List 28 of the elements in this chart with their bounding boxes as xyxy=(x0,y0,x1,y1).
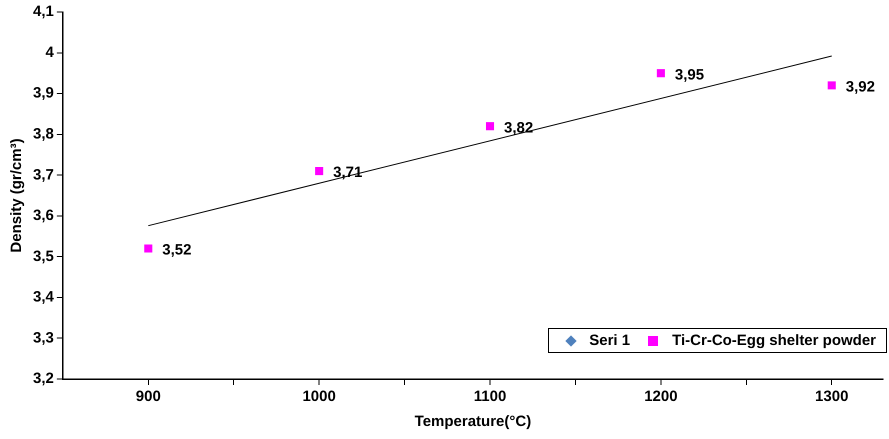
y-tick-label: 3,9 xyxy=(32,84,54,102)
y-tick-label: 3,8 xyxy=(32,125,54,142)
point xyxy=(315,167,324,176)
x-tick-label: 1300 xyxy=(815,388,848,406)
y-tick-label: 4,1 xyxy=(32,3,54,20)
point xyxy=(144,244,152,253)
y-tick-label: 3,6 xyxy=(32,207,54,224)
legend-label: Seri 1 xyxy=(589,332,630,349)
legend-label: Ti-Cr-Co-Egg shelter powder xyxy=(672,332,876,349)
x-tick-label: 900 xyxy=(136,388,161,406)
data-label: 3,52 xyxy=(162,242,192,259)
data-label: 3,92 xyxy=(846,78,875,96)
data-label: 3,95 xyxy=(674,66,704,84)
data-label: 3,82 xyxy=(504,119,534,136)
y-tick-label: 4 xyxy=(46,44,55,61)
y-tick-label: 3,5 xyxy=(32,248,54,265)
y-tick-label: 3,7 xyxy=(32,166,54,184)
x-axis-title: Temperature(°C) xyxy=(414,413,532,430)
point xyxy=(486,122,494,130)
x-tick-label: 1100 xyxy=(474,388,506,406)
y-tick-label: 3,4 xyxy=(32,288,54,306)
x-tick-label: 1200 xyxy=(644,388,678,406)
y-tick-label: 3,2 xyxy=(32,370,54,388)
y-tick-label: 3,3 xyxy=(32,329,54,346)
point xyxy=(828,81,836,90)
x-tick-label: 1000 xyxy=(302,388,336,406)
y-axis-title: Density (gr/cm³) xyxy=(8,138,26,253)
point xyxy=(656,69,665,78)
